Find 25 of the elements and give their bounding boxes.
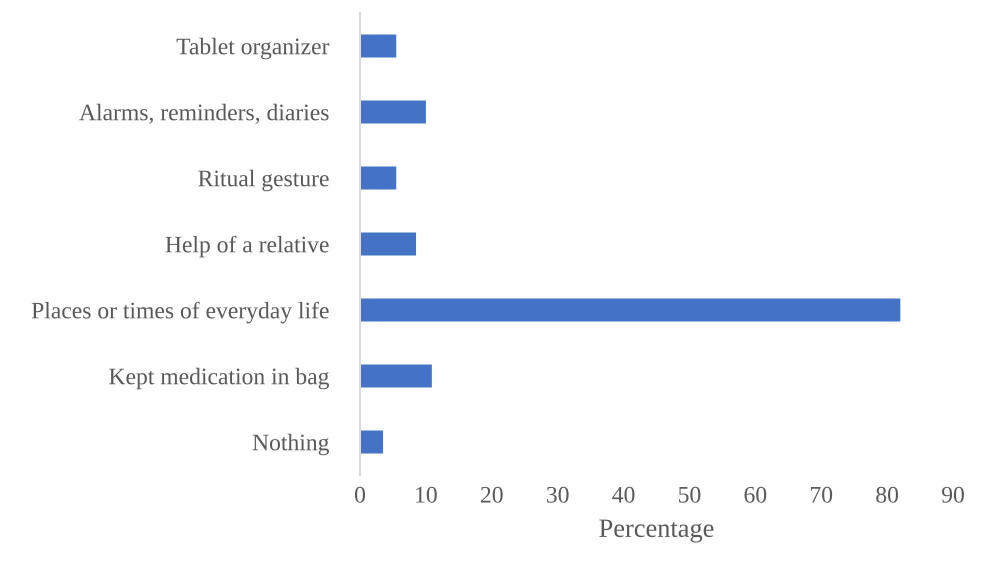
bar (360, 364, 432, 388)
y-tick-label: Kept medication in bag (109, 368, 329, 390)
x-tick-label: 80 (876, 486, 898, 503)
y-tick-label: Alarms, reminders, diaries (79, 104, 329, 124)
x-tick-label: 70 (810, 486, 832, 503)
y-tick-label: Places or times of everyday life (32, 302, 329, 324)
x-tick-label: 10 (416, 486, 437, 503)
x-tick-label: 90 (942, 486, 964, 503)
y-tick-label: Ritual gesture (198, 170, 329, 192)
bar (360, 232, 416, 256)
x-tick-label: 60 (744, 486, 766, 503)
bar (360, 298, 900, 322)
x-tick-label: 30 (546, 486, 569, 503)
y-tick-label: Help of a relative (166, 236, 329, 258)
bar (360, 100, 426, 124)
x-axis-title: Percentage (599, 520, 714, 543)
x-tick-label: 40 (612, 486, 634, 503)
bar (360, 430, 384, 454)
bar (360, 166, 396, 190)
x-tick-label: 50 (679, 486, 700, 503)
y-tick-label: Tablet organizer (176, 38, 330, 60)
x-tick-label: 20 (481, 486, 503, 503)
bar (360, 34, 396, 58)
x-tick-label: 0 (354, 486, 366, 503)
y-tick-label: Nothing (252, 434, 329, 456)
